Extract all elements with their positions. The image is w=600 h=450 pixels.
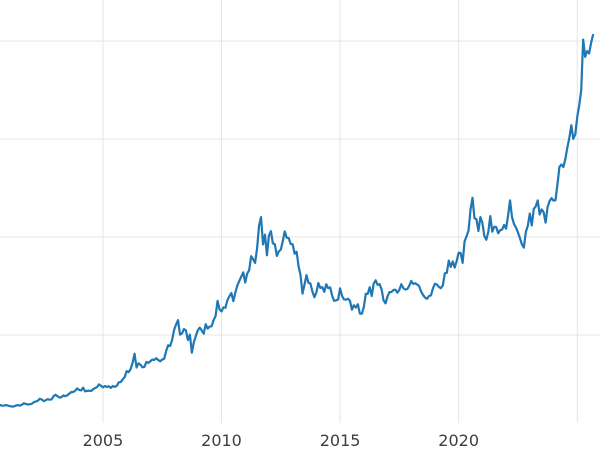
gridlines xyxy=(0,0,600,423)
x-tick-label-2005: 2005 xyxy=(83,431,124,450)
x-tick-label-2015: 2015 xyxy=(320,431,361,450)
price-line xyxy=(0,33,595,408)
x-tick-label-2010: 2010 xyxy=(201,431,242,450)
price-line-layer xyxy=(0,33,595,408)
x-axis-tick-labels: 2005 2010 2015 2020 xyxy=(83,431,479,450)
x-tick-label-2020: 2020 xyxy=(438,431,479,450)
